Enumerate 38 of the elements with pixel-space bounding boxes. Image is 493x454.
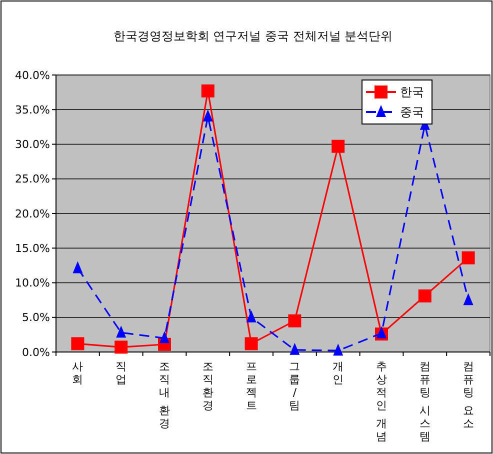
legend-label: 한국: [400, 85, 424, 100]
point: [288, 314, 302, 328]
point: [246, 310, 256, 322]
y-tick-label: 20.0%: [15, 207, 50, 220]
x-tick-label: 조직환경: [202, 360, 214, 412]
x-tick-label: 직업: [116, 360, 127, 386]
x-tick-label: 추상적인 개념: [376, 360, 387, 444]
point: [116, 326, 126, 338]
point: [160, 331, 170, 344]
y-tick-label: 40.0%: [15, 68, 50, 82]
y-tick-label: 35.0%: [15, 103, 50, 116]
x-tick-label: 그룹/팀: [289, 360, 300, 412]
chart-title: 한국경영정보학회 연구저널 중국 전체저널 분석단위: [113, 29, 393, 43]
point: [332, 140, 345, 153]
point: [418, 289, 432, 302]
x-tick-label: 컴퓨팅 시스템: [419, 360, 430, 444]
point: [244, 337, 258, 350]
x-tick-label: 조직내 환경: [159, 360, 170, 430]
y-tick-label: 0.0%: [22, 346, 50, 359]
y-tick-label: 30.0%: [15, 138, 50, 152]
y-tick-label: 25.0%: [15, 172, 50, 186]
point: [114, 340, 128, 354]
x-tick-label: 개인: [332, 360, 344, 386]
point: [72, 261, 83, 274]
y-tick-label: 10.0%: [15, 276, 50, 290]
point: [71, 337, 84, 350]
x-tick-label: 사회: [72, 360, 84, 386]
x-tick-label: 컴퓨팅 요소: [462, 360, 474, 430]
y-tick-label: 15.0%: [15, 242, 50, 255]
legend-label: 중국: [400, 105, 424, 120]
x-tick-label: 프로젝트: [246, 360, 257, 412]
y-tick-label: 5.0%: [22, 311, 50, 324]
point: [463, 293, 474, 306]
point: [462, 251, 475, 264]
point: [333, 344, 344, 356]
point: [290, 342, 300, 355]
point: [202, 110, 213, 122]
point: [201, 84, 214, 98]
